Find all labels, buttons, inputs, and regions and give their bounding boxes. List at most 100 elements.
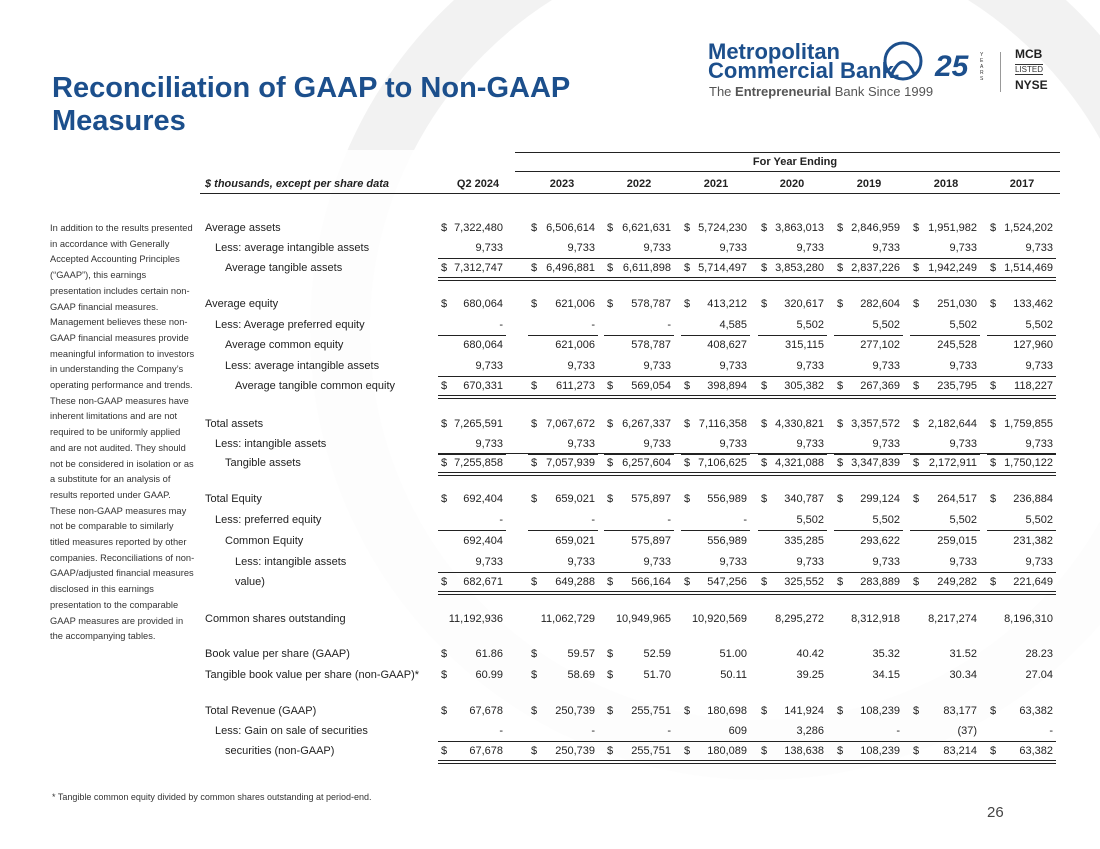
- column-header: 2021: [703, 178, 729, 190]
- value-cell: 277,102: [860, 339, 900, 351]
- value-cell: 9,733: [949, 360, 977, 372]
- row-label: Average assets: [205, 222, 281, 234]
- rule-line: [438, 572, 1056, 573]
- value-cell: 305,382: [784, 380, 824, 392]
- currency-symbol: $: [761, 493, 768, 505]
- tagline-part: The: [709, 84, 732, 99]
- rule-line: [834, 454, 903, 455]
- currency-symbol: $: [684, 298, 691, 310]
- value-cell: 9,733: [567, 242, 595, 254]
- value-cell: 9,733: [796, 242, 824, 254]
- value-cell: 9,733: [796, 360, 824, 372]
- value-cell: 575,897: [631, 535, 671, 547]
- currency-symbol: $: [913, 380, 920, 392]
- value-cell: 27.04: [1025, 669, 1053, 681]
- value-cell: 4,321,088: [775, 457, 824, 469]
- value-cell: 320,617: [784, 298, 824, 310]
- ticker: MCB: [1015, 47, 1043, 61]
- value-cell: 5,502: [872, 319, 900, 331]
- value-cell: (37): [957, 725, 977, 737]
- row-label: Less: Average preferred equity: [215, 319, 365, 331]
- value-cell: -: [667, 725, 671, 737]
- currency-symbol: $: [684, 262, 691, 274]
- value-cell: 9,733: [475, 360, 503, 372]
- rule-line: [438, 376, 1056, 377]
- currency-symbol: $: [761, 705, 768, 717]
- currency-symbol: $: [913, 222, 920, 234]
- value-cell: 659,021: [555, 535, 595, 547]
- rule-line: [681, 454, 750, 455]
- currency-symbol: $: [761, 457, 768, 469]
- value-cell: 1,514,469: [1004, 262, 1053, 274]
- rule-line: [910, 335, 980, 336]
- currency-symbol: $: [684, 745, 691, 757]
- currency-symbol: $: [441, 745, 448, 757]
- value-cell: 9,733: [872, 242, 900, 254]
- row-label: Common shares outstanding: [205, 613, 346, 625]
- currency-symbol: $: [837, 298, 844, 310]
- currency-symbol: $: [531, 745, 538, 757]
- value-cell: 60.99: [475, 669, 503, 681]
- tagline-part: Bank Since 1999: [834, 84, 934, 99]
- value-cell: 9,733: [872, 360, 900, 372]
- value-cell: 9,733: [1025, 438, 1053, 450]
- value-cell: -: [667, 319, 671, 331]
- currency-symbol: $: [607, 648, 614, 660]
- currency-symbol: $: [684, 576, 691, 588]
- value-cell: 7,312,747: [454, 262, 503, 274]
- value-cell: 141,924: [784, 705, 824, 717]
- value-cell: 245,528: [937, 339, 977, 351]
- column-header: 2019: [856, 178, 882, 190]
- row-label: Average common equity: [225, 339, 344, 351]
- currency-symbol: $: [913, 745, 920, 757]
- currency-symbol: $: [913, 493, 920, 505]
- value-cell: 340,787: [784, 493, 824, 505]
- value-cell: 180,089: [707, 745, 747, 757]
- value-cell: 5,502: [1025, 514, 1053, 526]
- value-cell: 7,255,858: [454, 457, 503, 469]
- value-cell: 9,733: [643, 360, 671, 372]
- currency-symbol: $: [913, 262, 920, 274]
- rule-line: [438, 594, 1056, 595]
- currency-symbol: $: [990, 705, 997, 717]
- value-cell: 7,067,672: [546, 418, 595, 430]
- row-label: Total Equity: [205, 493, 262, 505]
- value-cell: -: [1049, 725, 1053, 737]
- value-cell: 9,733: [949, 242, 977, 254]
- value-cell: 3,286: [796, 725, 824, 737]
- rule-line: [438, 475, 1056, 476]
- value-cell: 28.23: [1025, 648, 1053, 660]
- value-cell: 9,733: [643, 438, 671, 450]
- currency-symbol: $: [441, 457, 448, 469]
- currency-symbol: $: [990, 298, 997, 310]
- rule-line: [604, 454, 674, 455]
- row-label: Less: average intangible assets: [215, 242, 370, 254]
- rule-line: [200, 193, 1060, 194]
- rule-line: [515, 171, 1060, 172]
- value-cell: 67,678: [469, 745, 503, 757]
- currency-symbol: $: [531, 418, 538, 430]
- row-label: Less: intangible assets: [215, 438, 327, 450]
- value-cell: 680,064: [463, 298, 503, 310]
- rule-line: [438, 398, 1056, 399]
- value-cell: -: [667, 514, 671, 526]
- rule-line: [604, 530, 674, 531]
- value-cell: 9,733: [567, 438, 595, 450]
- listed: LISTED: [1015, 64, 1044, 75]
- anniversary-unit: YEARS: [980, 52, 984, 82]
- rule-line: [758, 335, 827, 336]
- column-header: 2017: [1009, 178, 1035, 190]
- rule-line: [438, 760, 1056, 761]
- value-cell: 2,837,226: [851, 262, 900, 274]
- value-cell: 51.00: [719, 648, 747, 660]
- value-cell: 83,214: [943, 745, 977, 757]
- currency-symbol: $: [837, 745, 844, 757]
- currency-symbol: $: [990, 418, 997, 430]
- currency-symbol: $: [837, 457, 844, 469]
- currency-symbol: $: [531, 705, 538, 717]
- value-cell: 259,015: [937, 535, 977, 547]
- currency-symbol: $: [990, 380, 997, 392]
- value-cell: 6,611,898: [622, 262, 671, 274]
- column-header: 2022: [626, 178, 652, 190]
- value-cell: 9,733: [872, 556, 900, 568]
